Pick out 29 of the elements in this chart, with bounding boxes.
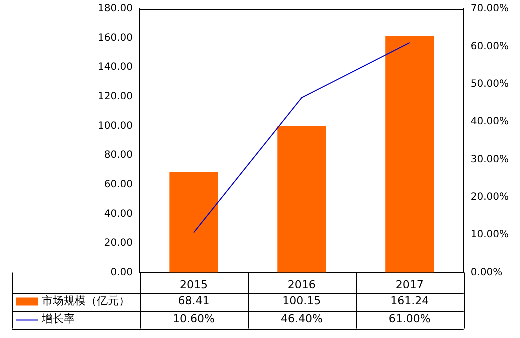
data-label: 61.00% — [388, 312, 431, 326]
y-tick-label: 0.00 — [110, 267, 133, 278]
legend-label: 增长率 — [41, 312, 75, 326]
y-tick-label: 140.00 — [98, 62, 133, 74]
legend-label: 市场规模（亿元） — [42, 294, 130, 308]
data-label: 68.41 — [178, 294, 210, 308]
y2-tick-label: 60.00% — [470, 41, 510, 52]
x-tick-label: 2016 — [288, 278, 316, 292]
y2-tick-label: 20.00% — [470, 192, 510, 204]
y-tick-label: 60.00 — [104, 179, 133, 190]
y-tick-label: 160.00 — [98, 32, 133, 44]
y2-tick-label: 30.00% — [470, 154, 510, 166]
y2-tick-label: 0.00% — [470, 267, 503, 278]
y-tick-label: 120.00 — [98, 92, 133, 103]
data-label: 161.24 — [390, 294, 430, 308]
y-tick-label: 80.00 — [104, 150, 133, 162]
y-tick-label: 20.00 — [104, 238, 133, 250]
x-tick-label: 2015 — [180, 278, 208, 292]
y2-tick-label: 40.00% — [470, 116, 510, 128]
y-tick-label: 100.00 — [98, 120, 133, 132]
y-tick-label: 40.00 — [104, 208, 133, 220]
data-label: 100.15 — [282, 294, 322, 308]
y-tick-label: 180.00 — [98, 4, 133, 15]
data-label: 46.40% — [280, 312, 323, 326]
y2-tick-label: 10.00% — [470, 230, 510, 241]
data-label: 10.60% — [172, 312, 215, 326]
x-tick-label: 2017 — [396, 278, 424, 292]
y2-tick-label: 50.00% — [470, 78, 510, 90]
y2-tick-label: 70.00% — [470, 4, 510, 15]
